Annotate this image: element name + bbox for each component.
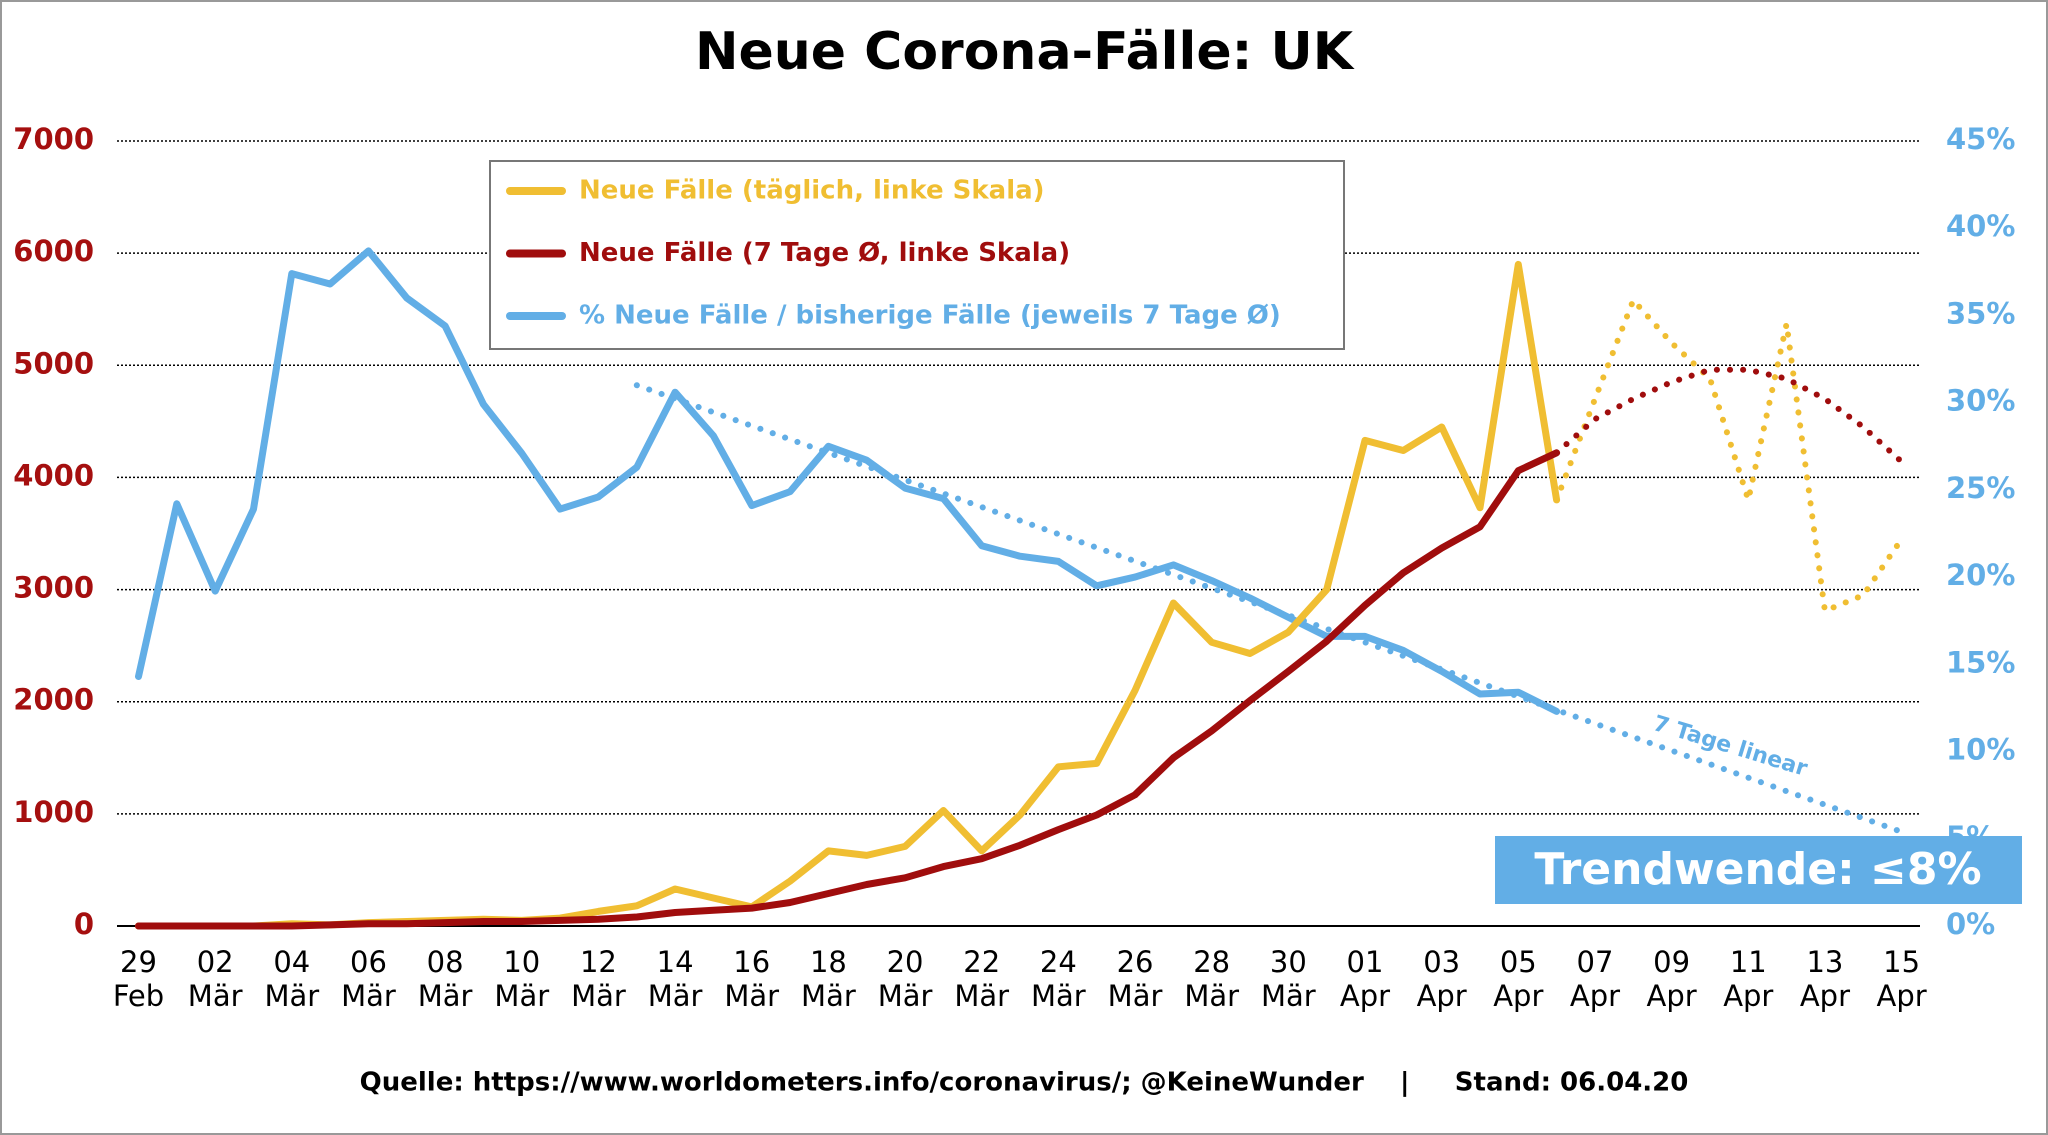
y2-tick-label: 20% (1946, 558, 2015, 592)
y2-tick-label: 0% (1946, 907, 1995, 941)
x-tick-label: 12 Mär (571, 945, 626, 1013)
x-tick-label: 07 Apr (1570, 945, 1620, 1013)
projection-line (1553, 366, 1905, 465)
x-tick-label: 06 Mär (341, 945, 396, 1013)
y2-tick-label: 45% (1946, 122, 2015, 156)
y-tick-label: 2000 (13, 683, 94, 717)
x-tick-label: 10 Mär (494, 945, 549, 1013)
x-tick-label: 14 Mär (648, 945, 703, 1013)
y-tick-label: 0 (74, 907, 94, 941)
x-tick-label: 08 Mär (418, 945, 473, 1013)
x-tick-label: 11 Apr (1723, 945, 1773, 1013)
x-tick-label: 20 Mär (878, 945, 933, 1013)
x-tick-label: 18 Mär (801, 945, 856, 1013)
y-tick-label: 6000 (13, 234, 94, 268)
y-tick-label: 3000 (13, 571, 94, 605)
series-line (135, 449, 1561, 930)
y2-tick-label: 10% (1946, 733, 2015, 767)
x-tick-label: 01 Apr (1340, 945, 1390, 1013)
x-tick-label: 29 Feb (113, 945, 164, 1013)
y2-tick-label: 40% (1946, 209, 2015, 243)
x-tick-label: 16 Mär (724, 945, 779, 1013)
x-tick-label: 03 Apr (1417, 945, 1467, 1013)
x-tick-label: 09 Apr (1647, 945, 1697, 1013)
series-line (135, 247, 1561, 715)
y-tick-label: 7000 (13, 122, 94, 156)
y-tick-label: 4000 (13, 458, 94, 492)
x-tick-label: 28 Mär (1184, 945, 1239, 1013)
legend-label: Neue Fälle (täglich, linke Skala) (579, 176, 1045, 206)
x-tick-label: 02 Mär (188, 945, 243, 1013)
legend-label: % Neue Fälle / bisherige Fälle (jeweils … (579, 301, 1281, 331)
footer: Quelle: https://www.worldometers.info/co… (360, 1068, 1689, 1098)
legend-label: Neue Fälle (7 Tage Ø, linke Skala) (579, 238, 1070, 268)
x-tick-label: 15 Apr (1877, 945, 1927, 1013)
y2-tick-label: 30% (1946, 384, 2015, 418)
legend-box (489, 160, 1345, 350)
x-tick-label: 22 Mär (954, 945, 1009, 1013)
annotation-box (1495, 836, 2022, 904)
y2-tick-label: 25% (1946, 471, 2015, 505)
x-tick-label: 26 Mär (1108, 945, 1163, 1013)
chart-title: Neue Corona-Fälle: UK (695, 22, 1355, 82)
annotation: Trendwende: ≤8% (1534, 844, 1981, 895)
x-tick-label: 30 Mär (1261, 945, 1316, 1013)
projection-line (1553, 297, 1905, 614)
y2-tick-label: 15% (1946, 645, 2015, 679)
y2-tick-label: 35% (1946, 296, 2015, 330)
x-tick-label: 05 Apr (1493, 945, 1543, 1013)
y-tick-label: 5000 (13, 346, 94, 380)
x-tick-label: 04 Mär (264, 945, 319, 1013)
x-tick-label: 24 Mär (1031, 945, 1086, 1013)
x-tick-label: 13 Apr (1800, 945, 1850, 1013)
y-tick-label: 1000 (13, 795, 94, 829)
